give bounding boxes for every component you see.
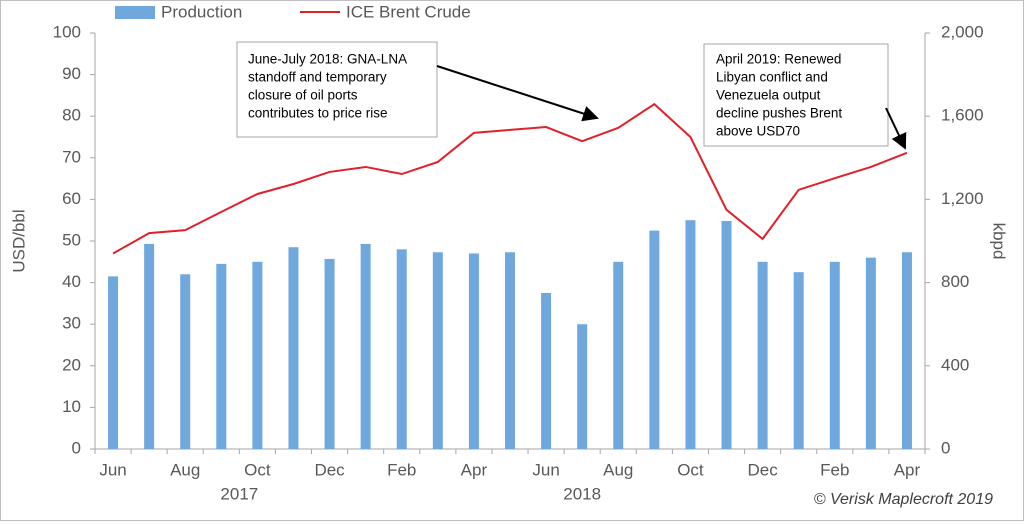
annotation-text: decline pushes Brent (716, 106, 842, 121)
x-tick-label: Oct (677, 460, 704, 479)
plot (90, 32, 930, 454)
y2-axis-title: kbpd (990, 223, 1009, 260)
y2-tick-label: 1,600 (941, 106, 984, 125)
bar (468, 253, 479, 449)
y2-tick-label: 400 (941, 355, 969, 374)
x-tick-label: Dec (747, 460, 778, 479)
bar (685, 220, 696, 449)
y-tick-label: 60 (62, 189, 81, 208)
bar (649, 230, 660, 449)
annotation-text: Libyan conflict and (716, 70, 828, 85)
bar (721, 221, 732, 449)
bar (360, 243, 371, 449)
bar (505, 252, 515, 449)
y-tick-label: 20 (62, 355, 81, 374)
bar (288, 247, 299, 449)
annotation-text: closure of oil ports (248, 88, 358, 103)
annotation-text: June-July 2018: GNA-LNA (248, 52, 407, 67)
bar (793, 272, 804, 449)
bar (216, 263, 227, 449)
y2-tick-label: 2,000 (941, 22, 984, 41)
annotation-box (703, 43, 889, 147)
annotation-text: contributes to price rise (248, 106, 388, 121)
line (112, 102, 908, 255)
y-tick-label: 80 (62, 106, 81, 125)
x-tick-label: Jun (99, 460, 126, 479)
y2-tick-label: 1,200 (941, 189, 984, 208)
y-tick-label: 70 (62, 147, 81, 166)
bar (577, 324, 588, 449)
bar (541, 293, 552, 449)
bar (144, 243, 155, 449)
x-tick-label: Oct (244, 460, 271, 479)
annotation-text: Venezuela output (716, 88, 821, 103)
y-tick-label: 40 (62, 272, 81, 291)
y-tick-label: 90 (62, 64, 81, 83)
annotation-text: April 2019: Renewed (716, 52, 841, 67)
x-tick-label: Jun (532, 460, 559, 479)
bar (901, 252, 912, 449)
bar (613, 261, 624, 449)
x-tick-label: Dec (314, 460, 345, 479)
bar (829, 261, 840, 449)
annotation-arrow (885, 107, 907, 150)
legend-label: Production (161, 2, 242, 21)
bar (757, 261, 768, 449)
y-tick-label: 0 (72, 438, 81, 457)
y2-tick-label: 0 (941, 438, 950, 457)
x-tick-label: Aug (170, 460, 200, 479)
bar (324, 258, 335, 449)
bar (108, 276, 119, 449)
bar (396, 249, 407, 449)
bar (180, 274, 191, 449)
x-tick-label: Apr (894, 460, 921, 479)
y-tick-label: 30 (62, 314, 81, 333)
year-label: 2018 (563, 484, 601, 503)
annotation-text: above USD70 (716, 124, 800, 139)
bar (865, 257, 876, 449)
x-tick-label: Apr (461, 460, 488, 479)
legend-label: ICE Brent Crude (346, 2, 471, 21)
legend-swatch (115, 6, 155, 19)
x-tick-label: Feb (387, 460, 416, 479)
bar (252, 261, 263, 449)
y-tick-label: 10 (62, 397, 81, 416)
annotation-text: standoff and temporary (248, 70, 387, 85)
annotation-box (236, 41, 438, 138)
y2-tick-label: 800 (941, 272, 969, 291)
y-axis-title: USD/bbl (9, 209, 28, 272)
year-label: 2017 (220, 484, 258, 503)
x-tick-label: Aug (603, 460, 633, 479)
annotation-arrow (436, 65, 599, 122)
x-tick-label: Feb (820, 460, 849, 479)
y-tick-label: 100 (53, 22, 81, 41)
source: © Verisk Maplecroft 2019 (814, 491, 993, 508)
bar (432, 252, 443, 449)
y-tick-label: 50 (62, 230, 81, 249)
